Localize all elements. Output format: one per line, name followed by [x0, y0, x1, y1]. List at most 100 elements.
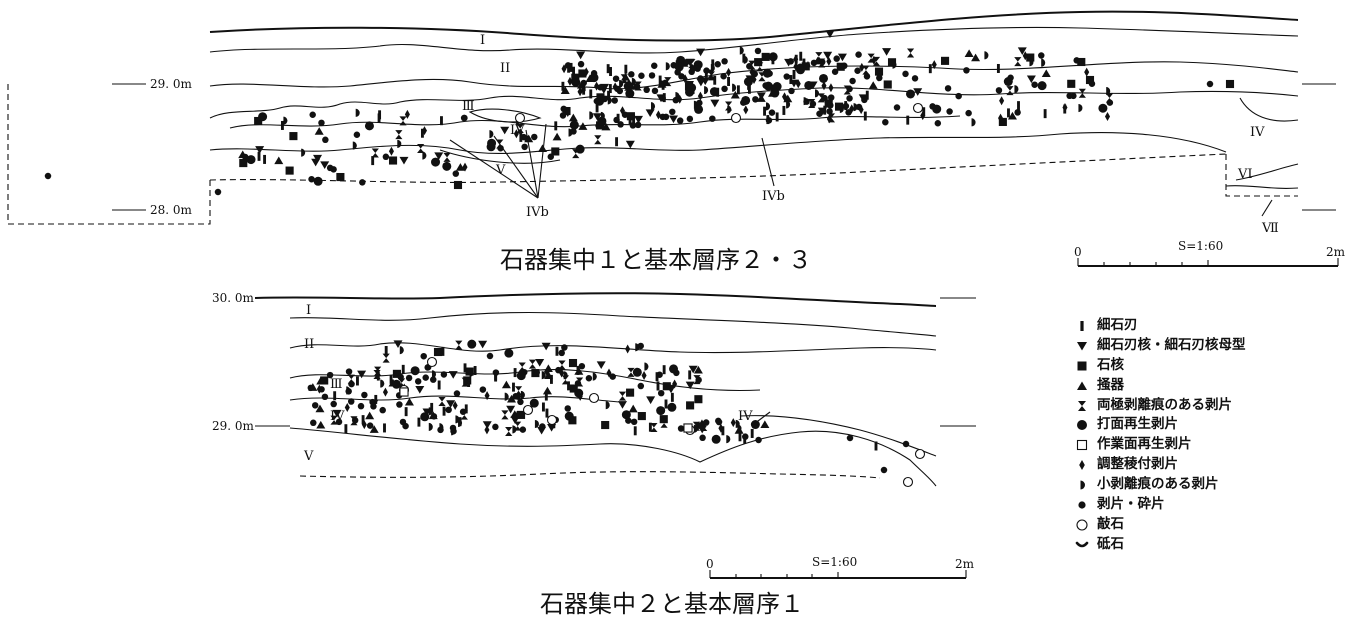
artifact-mark: [762, 82, 769, 89]
artifact-mark: [484, 391, 490, 401]
artifact-mark: [314, 127, 324, 135]
artifact-mark: [214, 188, 222, 196]
artifact-mark: [574, 367, 584, 375]
artifact-mark: [507, 394, 517, 403]
top-section-lines: [7, 10, 1336, 225]
artifact-mark: [569, 120, 579, 130]
artifact-mark: [683, 423, 693, 433]
artifact-mark: [677, 94, 683, 104]
artifact-mark: [821, 81, 827, 91]
artifact-mark: [752, 96, 759, 103]
artifact-mark: [1014, 57, 1022, 67]
artifact-mark: [463, 363, 467, 373]
artifact-mark: [862, 65, 870, 75]
artifact-mark: [627, 367, 635, 377]
bottom-layer-2: II: [304, 337, 314, 352]
legend-item: 石核: [1073, 356, 1343, 376]
bottom-scale-bar: [709, 570, 967, 579]
artifact-mark: [437, 380, 441, 390]
artifact-mark: [595, 103, 599, 113]
artifact-mark: [710, 99, 720, 108]
artifact-mark: [906, 115, 910, 125]
artifact-mark: [518, 362, 526, 372]
legend-label: 細石刃核・細石刃核母型: [1097, 336, 1246, 353]
artifact-mark: [1104, 112, 1111, 122]
legend-item: 剥片・砕片: [1073, 495, 1343, 515]
artifact-mark: [414, 378, 422, 385]
artifact-mark: [263, 154, 267, 164]
artifact-mark: [740, 99, 747, 106]
artifact-mark: [913, 88, 923, 96]
artifact-mark: [655, 372, 659, 382]
artifact-mark: [326, 164, 334, 172]
artifact-mark: [657, 389, 665, 397]
artifact-mark: [501, 380, 511, 389]
artifact-mark: [405, 374, 413, 382]
artifact-mark: [404, 397, 414, 406]
artifact-mark: [516, 410, 526, 419]
artifact-mark: [630, 418, 638, 426]
artifact-mark: [1085, 75, 1095, 85]
legend-label: 石核: [1097, 356, 1124, 373]
artifact-mark: [388, 146, 394, 156]
artifact-mark: [445, 406, 452, 414]
artifact-mark: [739, 46, 744, 55]
artifact-mark: [359, 179, 366, 186]
artifact-mark: [1078, 103, 1083, 113]
artifact-mark: [500, 126, 510, 135]
whetstone-icon: [1073, 538, 1091, 552]
artifact-mark: [808, 81, 818, 90]
artifact-mark: [388, 156, 398, 165]
artifact-mark: [383, 423, 386, 433]
artifact-mark: [513, 368, 517, 378]
artifact-mark: [1078, 88, 1086, 98]
artifact-mark: [760, 420, 770, 429]
bottom-elev-lower: 29. 0m: [212, 419, 255, 433]
artifact-mark: [670, 392, 674, 402]
artifact-mark: [1017, 47, 1027, 55]
artifact-mark: [799, 51, 803, 61]
artifact-mark: [846, 434, 854, 442]
artifact-mark: [754, 47, 762, 55]
artifact-mark: [672, 379, 678, 389]
artifact-mark: [541, 371, 546, 380]
artifact-mark: [473, 366, 477, 376]
artifact-mark: [735, 419, 740, 428]
artifact-mark: [550, 374, 553, 384]
artifact-mark: [823, 51, 833, 60]
artifact-mark: [694, 395, 703, 404]
artifact-mark: [393, 340, 403, 349]
artifact-mark: [572, 78, 579, 85]
artifact-mark: [736, 85, 740, 95]
artifact-mark: [617, 401, 627, 409]
artifact-mark: [628, 71, 635, 78]
artifact-mark: [883, 80, 892, 89]
top-layer-3: Ⅲ: [462, 99, 475, 114]
artifact-mark: [430, 402, 434, 412]
artifact-mark: [512, 382, 515, 392]
artifact-mark: [634, 121, 642, 129]
legend-label: 打面再生剥片: [1097, 416, 1178, 433]
artifact-mark: [854, 67, 861, 74]
artifact-mark: [285, 166, 294, 175]
artifact-mark: [308, 383, 318, 391]
artifact-mark: [756, 92, 766, 101]
artifact-mark: [44, 172, 52, 180]
artifact-mark: [676, 117, 684, 124]
artifact-mark: [514, 112, 526, 124]
artifact-mark: [440, 116, 443, 126]
artifact-mark: [519, 132, 523, 142]
artifact-mark: [1026, 53, 1035, 62]
artifact-mark: [792, 69, 796, 79]
artifact-mark: [310, 419, 317, 427]
artifact-mark: [563, 371, 568, 380]
artifact-mark: [762, 68, 772, 78]
artifact-mark: [826, 56, 832, 66]
bottom-elev-upper: 30. 0m: [212, 291, 255, 305]
artifact-mark: [431, 157, 441, 167]
artifact-mark: [821, 94, 828, 102]
artifact-mark: [254, 116, 263, 126]
artifact-mark: [819, 58, 826, 66]
artifact-mark: [651, 62, 658, 70]
